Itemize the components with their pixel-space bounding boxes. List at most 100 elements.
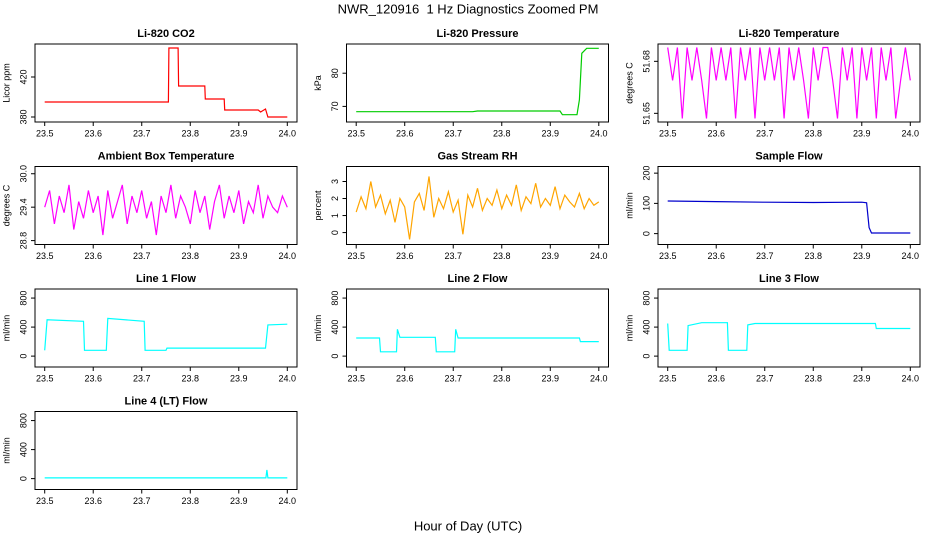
x-tick-label: 24.0 bbox=[902, 128, 920, 138]
x-tick-label: 23.8 bbox=[804, 373, 822, 383]
x-tick-label: 24.0 bbox=[279, 496, 297, 506]
y-axis-label: ml/min bbox=[313, 315, 323, 342]
plot-frame bbox=[34, 166, 298, 245]
y-tick-label: 29.4 bbox=[18, 198, 28, 216]
y-axis-label: ml/min bbox=[624, 315, 634, 342]
y-tick-label: 380 bbox=[18, 109, 28, 124]
y-tick-label: 100 bbox=[641, 196, 651, 211]
y-axis-label: ml/min bbox=[624, 192, 634, 219]
x-tick-label: 23.7 bbox=[444, 373, 462, 383]
x-tick-label: 23.6 bbox=[396, 128, 414, 138]
y-axis-label: degrees C bbox=[1, 184, 11, 226]
x-tick-label: 23.6 bbox=[396, 251, 414, 261]
data-line bbox=[355, 176, 600, 240]
y-tick-label: 420 bbox=[18, 69, 28, 84]
x-tick-label: 23.9 bbox=[542, 128, 560, 138]
panel-title: Line 4 (LT) Flow bbox=[125, 395, 208, 407]
x-tick-label: 23.7 bbox=[444, 128, 462, 138]
x-tick-label: 23.9 bbox=[230, 128, 248, 138]
x-tick-label: 23.7 bbox=[756, 373, 774, 383]
panel-title: Line 3 Flow bbox=[759, 273, 819, 285]
y-tick-label: 0 bbox=[330, 230, 340, 235]
page-title: NWR_120916 1 Hz Diagnostics Zoomed PM bbox=[338, 1, 599, 16]
panel-title: Li-820 Temperature bbox=[739, 28, 840, 40]
y-tick-label: 0 bbox=[18, 476, 28, 481]
x-tick-label: 24.0 bbox=[902, 373, 920, 383]
x-tick-label: 24.0 bbox=[902, 251, 920, 261]
panel-title: Li-820 CO2 bbox=[137, 28, 194, 40]
x-tick-label: 23.6 bbox=[84, 128, 102, 138]
x-tick-label: 23.7 bbox=[444, 251, 462, 261]
x-tick-label: 23.5 bbox=[36, 251, 54, 261]
y-axis-label: kPa bbox=[313, 75, 323, 91]
panel-title: Li-820 Pressure bbox=[437, 28, 519, 40]
data-line bbox=[44, 184, 288, 236]
x-tick-label: 23.6 bbox=[84, 373, 102, 383]
data-line bbox=[44, 469, 288, 479]
x-tick-label: 23.8 bbox=[493, 373, 511, 383]
x-tick-label: 23.7 bbox=[133, 496, 151, 506]
x-tick-label: 23.5 bbox=[36, 128, 54, 138]
plot-frame bbox=[346, 288, 609, 368]
plot-frame bbox=[657, 43, 921, 123]
x-tick-label: 23.5 bbox=[36, 373, 54, 383]
y-tick-label: 0 bbox=[18, 354, 28, 359]
y-tick-label: 400 bbox=[641, 320, 651, 335]
x-tick-label: 24.0 bbox=[279, 128, 297, 138]
x-tick-label: 23.9 bbox=[230, 496, 248, 506]
data-line bbox=[667, 200, 911, 234]
x-tick-label: 23.8 bbox=[181, 128, 199, 138]
x-tick-label: 23.5 bbox=[347, 251, 365, 261]
x-tick-label: 24.0 bbox=[590, 251, 608, 261]
y-tick-label: 28.8 bbox=[18, 232, 28, 250]
y-axis-label: Licor ppm bbox=[1, 63, 11, 103]
plot-frame bbox=[657, 166, 921, 245]
y-tick-label: 200 bbox=[641, 166, 651, 181]
x-tick-label: 23.7 bbox=[133, 128, 151, 138]
y-tick-label: 3 bbox=[330, 179, 340, 184]
y-tick-label: 800 bbox=[18, 291, 28, 306]
y-tick-label: 800 bbox=[641, 291, 651, 306]
x-tick-label: 24.0 bbox=[279, 251, 297, 261]
x-tick-label: 23.7 bbox=[756, 128, 774, 138]
y-tick-label: 400 bbox=[18, 442, 28, 457]
panel-title: Sample Flow bbox=[755, 150, 823, 162]
plot-frame bbox=[34, 43, 298, 123]
data-line bbox=[667, 46, 911, 119]
y-tick-label: 400 bbox=[18, 320, 28, 335]
x-tick-label: 23.9 bbox=[853, 128, 871, 138]
plot-frame bbox=[34, 411, 298, 490]
x-tick-label: 23.9 bbox=[230, 251, 248, 261]
x-tick-label: 23.9 bbox=[542, 373, 560, 383]
x-tick-label: 23.6 bbox=[707, 373, 725, 383]
y-tick-label: 70 bbox=[330, 101, 340, 111]
x-tick-label: 23.8 bbox=[804, 251, 822, 261]
plot-frame bbox=[346, 43, 609, 123]
x-tick-label: 23.6 bbox=[707, 128, 725, 138]
y-tick-label: 0 bbox=[641, 231, 651, 236]
x-tick-label: 23.5 bbox=[36, 496, 54, 506]
y-tick-label: 80 bbox=[330, 68, 340, 78]
x-tick-label: 23.7 bbox=[133, 251, 151, 261]
x-tick-label: 23.7 bbox=[756, 251, 774, 261]
x-tick-label: 23.5 bbox=[659, 251, 677, 261]
x-tick-label: 23.5 bbox=[347, 128, 365, 138]
y-tick-label: 2 bbox=[330, 196, 340, 201]
x-tick-label: 23.8 bbox=[493, 128, 511, 138]
y-tick-label: 1 bbox=[330, 213, 340, 218]
y-tick-label: 400 bbox=[330, 320, 340, 335]
data-line bbox=[44, 47, 288, 118]
x-tick-label: 23.8 bbox=[181, 373, 199, 383]
x-tick-label: 23.9 bbox=[853, 373, 871, 383]
x-tick-label: 24.0 bbox=[279, 373, 297, 383]
y-tick-label: 800 bbox=[330, 291, 340, 306]
x-tick-label: 24.0 bbox=[590, 128, 608, 138]
x-tick-label: 23.6 bbox=[396, 373, 414, 383]
panel-title: Line 2 Flow bbox=[448, 273, 508, 285]
y-tick-label: 0 bbox=[641, 354, 651, 359]
data-line bbox=[667, 322, 911, 351]
y-tick-label: 51.68 bbox=[641, 50, 651, 73]
y-axis-label: degrees C bbox=[624, 62, 634, 104]
y-axis-label: ml/min bbox=[1, 315, 11, 342]
